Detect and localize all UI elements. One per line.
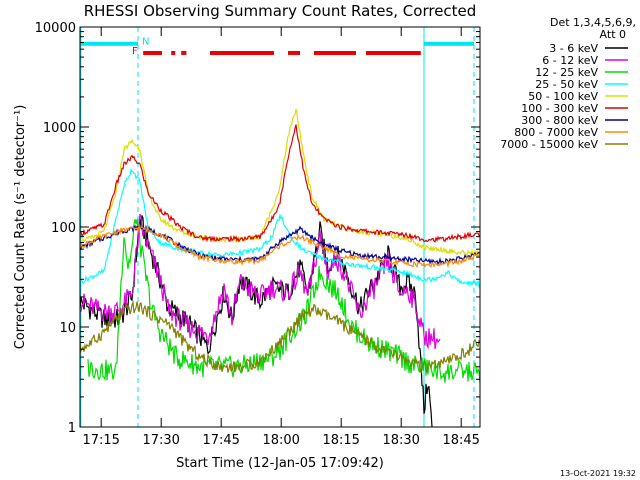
series-line-1 xyxy=(79,215,433,428)
x-tick-label: 17:15 xyxy=(82,433,119,448)
x-tick-label: 18:15 xyxy=(322,433,359,448)
legend-label-3: 12 - 25 keV xyxy=(535,66,598,79)
plot-area: FN xyxy=(79,27,481,428)
legend-header-line-2: Att 0 xyxy=(600,28,626,41)
series-line-8 xyxy=(79,224,481,269)
series-line-2 xyxy=(79,213,441,350)
y-tick-label: 100 xyxy=(51,221,76,236)
chart-title: RHESSI Observing Summary Count Rates, Co… xyxy=(84,2,477,20)
series-line-6 xyxy=(79,124,481,243)
x-axis: 17:15 17:30 17:45 18:00 18:15 18:30 18:45 xyxy=(82,27,480,448)
legend-label-5: 50 - 100 keV xyxy=(528,90,598,103)
legend-label-4: 25 - 50 keV xyxy=(535,78,598,91)
series-line-9 xyxy=(79,300,481,374)
legend-label-6: 100 - 300 keV xyxy=(521,102,598,115)
legend-label-1: 3 - 6 keV xyxy=(549,42,598,55)
flare-flag-label: F xyxy=(132,46,138,57)
legend-header-line-1: Det 1,3,4,5,6,9, xyxy=(550,16,636,29)
x-tick-label: 18:30 xyxy=(382,433,419,448)
y-axis: 1 10 100 1000 10000 xyxy=(35,21,480,436)
series-line-4 xyxy=(79,168,481,289)
x-tick-label: 17:45 xyxy=(202,433,239,448)
y-tick-label: 1000 xyxy=(43,121,76,136)
legend-label-9: 7000 - 15000 keV xyxy=(500,138,598,151)
series-line-5 xyxy=(79,108,481,257)
y-tick-label: 1 xyxy=(68,421,76,436)
x-tick-label: 17:30 xyxy=(142,433,179,448)
y-tick-label: 10000 xyxy=(35,21,76,36)
y-axis-label: Corrected Count Rate (s⁻¹ detector⁻¹) xyxy=(13,105,28,350)
saa-flag-label: N xyxy=(142,37,149,48)
legend-label-7: 300 - 800 keV xyxy=(521,114,598,127)
legend-label-2: 6 - 12 keV xyxy=(542,54,598,67)
x-tick-label: 18:00 xyxy=(262,433,299,448)
y-tick-label: 10 xyxy=(59,321,76,336)
x-tick-label: 18:45 xyxy=(442,433,479,448)
x-axis-label: Start Time (12-Jan-05 17:09:42) xyxy=(176,456,384,471)
legend-label-8: 800 - 7000 keV xyxy=(514,126,598,139)
date-stamp: 13-Oct-2021 19:32 xyxy=(560,469,636,478)
series-line-3 xyxy=(87,219,481,383)
